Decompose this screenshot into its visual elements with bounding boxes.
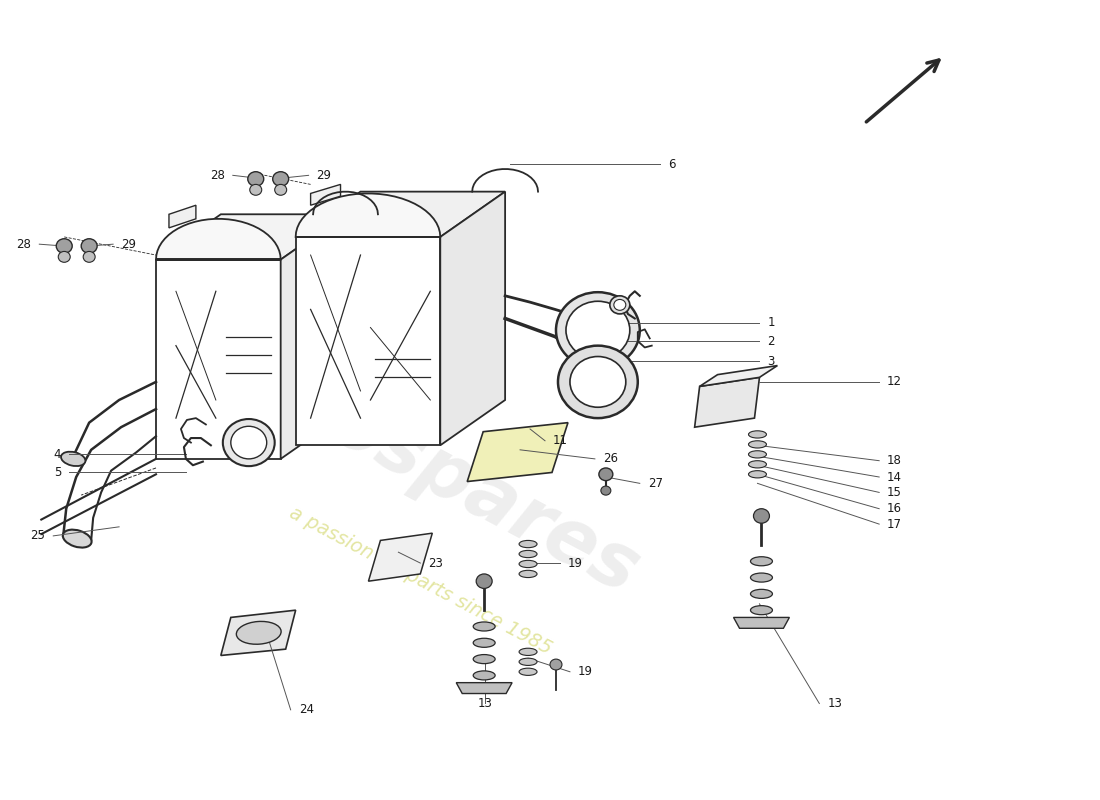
Polygon shape	[296, 192, 505, 237]
Circle shape	[84, 251, 96, 262]
Ellipse shape	[750, 590, 772, 598]
Text: 18: 18	[887, 454, 902, 467]
Text: 28: 28	[16, 238, 31, 250]
Ellipse shape	[473, 638, 495, 647]
Polygon shape	[221, 610, 296, 655]
Polygon shape	[700, 366, 778, 386]
Circle shape	[558, 346, 638, 418]
Circle shape	[556, 292, 640, 368]
Text: 17: 17	[887, 518, 902, 530]
Ellipse shape	[748, 431, 767, 438]
Text: eurospares: eurospares	[190, 318, 651, 610]
Text: 5: 5	[54, 466, 62, 479]
Circle shape	[754, 509, 769, 523]
Ellipse shape	[748, 470, 767, 478]
Circle shape	[56, 238, 73, 254]
Ellipse shape	[519, 668, 537, 675]
Circle shape	[81, 238, 97, 254]
Polygon shape	[456, 682, 513, 694]
Text: 26: 26	[603, 452, 618, 466]
Text: 29: 29	[121, 238, 136, 250]
Circle shape	[231, 426, 266, 459]
Circle shape	[566, 302, 630, 359]
Text: 28: 28	[210, 169, 224, 182]
Circle shape	[273, 172, 288, 186]
Polygon shape	[156, 259, 280, 459]
Polygon shape	[734, 618, 790, 628]
Text: 25: 25	[31, 530, 45, 542]
Polygon shape	[296, 237, 440, 446]
Text: 16: 16	[887, 502, 902, 515]
Ellipse shape	[748, 461, 767, 468]
Circle shape	[609, 296, 630, 314]
Text: 2: 2	[768, 334, 774, 348]
Ellipse shape	[519, 570, 537, 578]
Ellipse shape	[519, 658, 537, 666]
Ellipse shape	[750, 557, 772, 566]
Ellipse shape	[519, 541, 537, 548]
Text: 14: 14	[887, 470, 902, 483]
Text: 6: 6	[668, 158, 675, 171]
Polygon shape	[296, 194, 440, 237]
Text: 1: 1	[768, 317, 774, 330]
Ellipse shape	[750, 606, 772, 614]
Circle shape	[250, 184, 262, 195]
Circle shape	[248, 172, 264, 186]
Polygon shape	[440, 192, 505, 446]
Ellipse shape	[519, 560, 537, 567]
Polygon shape	[468, 422, 568, 482]
Circle shape	[58, 251, 70, 262]
Circle shape	[550, 659, 562, 670]
Ellipse shape	[748, 450, 767, 458]
Text: 23: 23	[428, 557, 443, 570]
Ellipse shape	[473, 654, 495, 664]
Ellipse shape	[519, 648, 537, 655]
Text: 19: 19	[578, 666, 593, 678]
Text: 15: 15	[887, 486, 902, 499]
Polygon shape	[156, 214, 345, 259]
Text: 19: 19	[568, 557, 583, 570]
Ellipse shape	[473, 622, 495, 631]
Ellipse shape	[750, 573, 772, 582]
Circle shape	[570, 357, 626, 407]
Text: 12: 12	[887, 375, 902, 388]
Polygon shape	[694, 378, 759, 427]
Ellipse shape	[60, 452, 86, 466]
Text: 11: 11	[553, 434, 568, 447]
Text: a passion for parts since 1985: a passion for parts since 1985	[286, 504, 554, 658]
Polygon shape	[310, 184, 341, 206]
Ellipse shape	[473, 671, 495, 680]
Ellipse shape	[748, 441, 767, 448]
Text: 29: 29	[317, 169, 331, 182]
Text: 3: 3	[768, 354, 774, 367]
Ellipse shape	[63, 530, 91, 547]
Text: 13: 13	[827, 697, 843, 710]
Text: 27: 27	[648, 477, 663, 490]
Circle shape	[275, 184, 287, 195]
Circle shape	[223, 419, 275, 466]
Ellipse shape	[519, 550, 537, 558]
Polygon shape	[368, 533, 432, 581]
Circle shape	[476, 574, 492, 589]
Circle shape	[614, 299, 626, 310]
Polygon shape	[169, 206, 196, 228]
Circle shape	[598, 468, 613, 481]
Text: 13: 13	[477, 697, 493, 710]
Polygon shape	[156, 219, 280, 259]
Circle shape	[601, 486, 610, 495]
Text: 24: 24	[298, 703, 314, 716]
Text: 4: 4	[54, 448, 62, 461]
Polygon shape	[280, 214, 345, 459]
Ellipse shape	[236, 622, 282, 644]
